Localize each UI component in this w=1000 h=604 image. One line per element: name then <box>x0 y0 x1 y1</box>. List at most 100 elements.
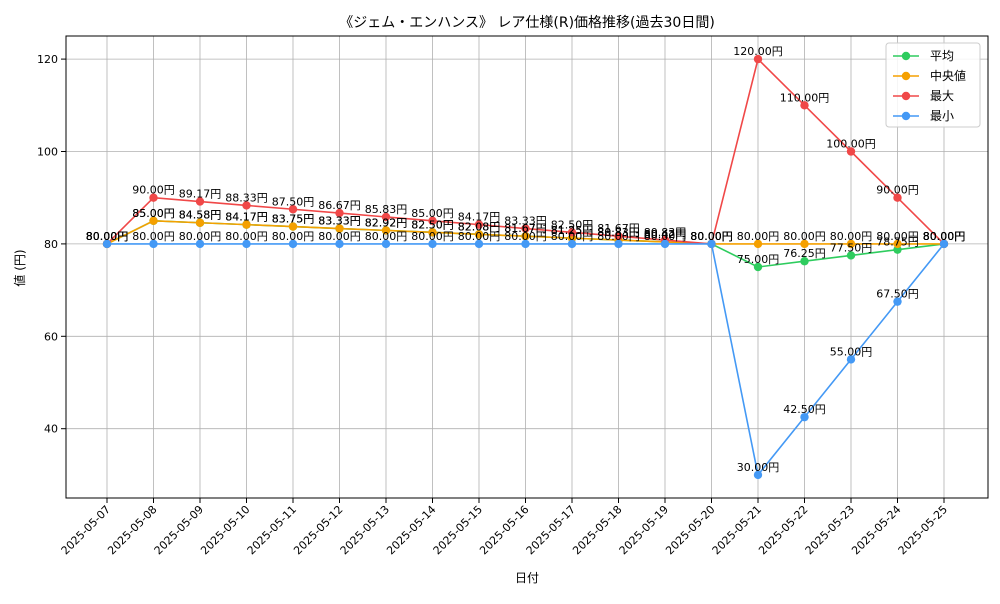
y-tick-label: 100 <box>37 146 58 159</box>
data-label: 80.00円 <box>690 230 733 243</box>
data-point <box>521 239 530 249</box>
data-point <box>846 239 856 249</box>
data-label: 82.50円 <box>411 218 454 231</box>
data-point <box>474 220 484 229</box>
data-label: 30.00円 <box>737 461 780 474</box>
data-point <box>428 216 437 225</box>
data-label: 82.92円 <box>365 216 408 229</box>
data-point <box>381 239 391 249</box>
data-label: 80.00円 <box>923 230 966 243</box>
data-label: 85.00円 <box>132 207 175 220</box>
data-label: 86.67円 <box>318 199 361 212</box>
y-tick-label: 80 <box>44 238 58 251</box>
legend-label: 最小 <box>930 109 954 123</box>
data-label: 80.00円 <box>737 230 780 243</box>
data-point <box>195 197 205 206</box>
data-point <box>893 297 902 306</box>
data-point <box>800 257 809 266</box>
data-label: 80.00円 <box>783 230 826 243</box>
data-point <box>242 201 251 210</box>
data-label: 80.83円 <box>644 226 687 239</box>
data-point <box>567 233 577 243</box>
legend-swatch-marker <box>901 91 911 101</box>
data-label: 80.00円 <box>225 230 268 243</box>
data-label: 80.00円 <box>132 230 175 243</box>
plot-frame <box>65 35 989 499</box>
data-label: 87.50円 <box>272 195 315 208</box>
data-label: 80.83円 <box>597 226 640 239</box>
data-label: 84.17円 <box>225 211 268 224</box>
data-label: 80.00円 <box>551 230 594 243</box>
data-label: 83.33円 <box>504 215 547 228</box>
legend-label: 中央値 <box>930 68 966 83</box>
axis-ticks: 2025-05-072025-05-082025-05-092025-05-10… <box>37 53 950 557</box>
data-label: 84.58円 <box>179 209 222 222</box>
data-point <box>521 224 530 233</box>
data-label: 80.00円 <box>86 230 129 243</box>
data-label: 80.00円 <box>923 230 966 243</box>
data-label: 83.75円 <box>272 213 315 226</box>
data-label: 85.83円 <box>365 203 408 216</box>
data-label: 42.50円 <box>783 403 826 416</box>
data-point <box>428 228 437 237</box>
data-point <box>149 193 158 202</box>
data-label: 84.58円 <box>179 209 222 222</box>
data-label: 67.50円 <box>876 288 919 301</box>
data-label: 81.67円 <box>504 222 547 235</box>
data-label: 80.00円 <box>86 230 129 243</box>
data-label: 82.50円 <box>551 218 594 231</box>
data-point <box>753 54 763 64</box>
data-point <box>614 239 623 249</box>
data-label: 110.00円 <box>780 91 830 104</box>
data-label: 89.17円 <box>179 188 222 201</box>
legend-box <box>885 42 981 128</box>
data-label: 82.92円 <box>365 216 408 229</box>
data-label: 120.00円 <box>733 45 783 58</box>
data-point <box>567 239 577 249</box>
data-point <box>846 251 856 260</box>
data-label: 80.00円 <box>179 230 222 243</box>
data-label: 80.00円 <box>830 230 873 243</box>
data-label: 80.00円 <box>411 230 454 243</box>
data-point <box>288 205 298 214</box>
data-label: 80.00円 <box>923 230 966 243</box>
data-point <box>288 222 298 231</box>
data-label: 81.25円 <box>551 224 594 237</box>
data-label: 84.17円 <box>458 211 501 224</box>
data-label: 80.42円 <box>644 228 687 241</box>
data-label: 80.00円 <box>690 230 733 243</box>
data-label: 81.67円 <box>504 222 547 235</box>
data-point <box>893 239 902 249</box>
data-label: 76.25円 <box>783 247 826 260</box>
data-label: 90.00円 <box>876 184 919 197</box>
data-point <box>195 239 205 249</box>
data-point <box>102 239 112 249</box>
x-tick-label: 2025-05-25 <box>896 503 950 557</box>
data-label: 82.08円 <box>458 220 501 233</box>
data-label: 80.00円 <box>86 230 129 243</box>
data-label: 80.00円 <box>876 230 919 243</box>
data-label: 80.00円 <box>690 230 733 243</box>
data-label: 100.00円 <box>826 138 876 151</box>
data-label: 83.75円 <box>272 213 315 226</box>
data-point <box>800 101 809 110</box>
data-point <box>428 239 437 249</box>
data-point <box>614 231 623 241</box>
data-label: 80.00円 <box>86 230 129 243</box>
series-layer <box>102 54 949 480</box>
data-label: 80.00円 <box>644 230 687 243</box>
legend-swatch-marker <box>901 71 911 81</box>
data-point <box>893 193 902 202</box>
data-label: 77.50円 <box>830 241 873 254</box>
data-label: 80.00円 <box>365 230 408 243</box>
data-point <box>939 239 949 249</box>
data-label: 82.08円 <box>458 220 501 233</box>
data-label: 75.00円 <box>737 253 780 266</box>
data-point <box>381 226 391 235</box>
data-label: 90.00円 <box>132 184 175 197</box>
data-label: 80.00円 <box>318 230 361 243</box>
